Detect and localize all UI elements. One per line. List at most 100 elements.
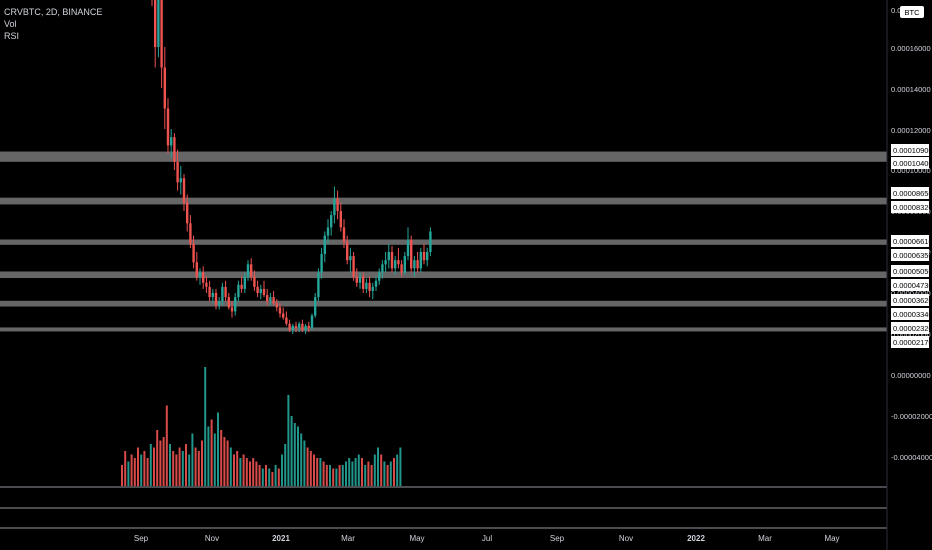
candle-body: [422, 252, 426, 261]
volume-indicator-label[interactable]: Vol: [4, 19, 17, 29]
time-tick-label[interactable]: Sep: [550, 534, 565, 543]
volume-bar: [191, 433, 194, 486]
volume-bar: [245, 458, 248, 486]
volume-bar: [165, 405, 168, 486]
level-labels: 0.00010900 0.00010400 0.00008650 0.00008320…: [891, 144, 932, 348]
volume-bar: [297, 426, 299, 486]
volume-bar: [370, 465, 373, 486]
candle-body: [288, 323, 291, 330]
level-label-box: [891, 336, 929, 348]
candle-body: [298, 323, 301, 328]
price-tick-label[interactable]: 0.00012000: [891, 126, 931, 135]
price-tick-label[interactable]: 0.00010000: [891, 166, 931, 175]
price-tick-label[interactable]: 0.00000000: [891, 371, 931, 380]
level-label-box: [891, 187, 929, 199]
volume-bar: [204, 367, 207, 486]
candle-body: [339, 211, 342, 228]
price-tick-label[interactable]: 0.00014000: [891, 85, 931, 94]
time-tick-label[interactable]: Sep: [134, 534, 149, 543]
volume-bar: [162, 437, 165, 486]
price-tick-label[interactable]: 0.00002000: [891, 330, 931, 339]
candle-body: [195, 262, 198, 277]
candle-body: [406, 239, 410, 257]
volume-bar: [268, 468, 271, 486]
candle-body: [307, 325, 310, 328]
volume-bar: [284, 444, 287, 486]
candle-body: [355, 276, 358, 283]
time-tick-label[interactable]: Nov: [205, 534, 219, 543]
volume-bar: [153, 447, 155, 486]
candle-body: [250, 264, 253, 277]
candle-body: [352, 256, 355, 277]
volume-bar: [329, 465, 331, 486]
volume-bar: [319, 458, 322, 486]
time-tick-label[interactable]: Nov: [619, 534, 633, 543]
time-tick-label[interactable]: May: [409, 534, 424, 543]
volume-bar: [290, 416, 293, 486]
volume-bar: [354, 458, 357, 486]
time-tick-label[interactable]: 2021: [272, 534, 290, 543]
volume-bar: [361, 458, 363, 486]
candle-body: [243, 276, 246, 289]
time-tick-label[interactable]: Jul: [482, 534, 492, 543]
candle-body: [214, 293, 218, 306]
level-zone-3: [0, 239, 887, 245]
volume-bar: [207, 426, 210, 486]
candle-body: [333, 198, 336, 216]
candle-body: [394, 260, 397, 269]
level-label-box: [891, 249, 929, 261]
volume-bar: [393, 458, 395, 486]
level-label-box: [891, 157, 929, 169]
candle-body: [419, 252, 422, 269]
candle-body: [371, 286, 374, 291]
time-axis[interactable]: Sep Nov 2021 Mar May Jul Sep Nov 2022 Mar May: [134, 534, 840, 543]
currency-badge-label: BTC: [905, 8, 921, 17]
candle-body: [262, 288, 266, 296]
candle-body: [413, 260, 416, 269]
candle-body: [400, 264, 403, 273]
candle-body: [230, 307, 234, 312]
volume-bar: [140, 454, 143, 486]
candle-body: [323, 235, 326, 255]
candle-body: [349, 256, 352, 261]
volume-bar: [389, 461, 392, 486]
level-label-upper: 0.00002320: [893, 324, 932, 333]
volume-bar: [386, 465, 389, 486]
symbol-title[interactable]: CRVBTC, 2D, BINANCE: [4, 7, 103, 17]
time-tick-label[interactable]: Mar: [341, 534, 355, 543]
level-label-lower: 0.00004730: [893, 281, 932, 290]
candle-body: [326, 227, 330, 236]
candle-body: [166, 108, 170, 146]
price-tick-label[interactable]: 0.00016000: [891, 44, 931, 53]
candle-body: [170, 137, 173, 146]
price-tick-label[interactable]: -0.00002000: [891, 412, 932, 421]
level-label-lower: 0.00002170: [893, 338, 932, 347]
time-tick-label[interactable]: 2022: [687, 534, 705, 543]
candle-body: [397, 260, 400, 265]
time-tick-label[interactable]: Mar: [758, 534, 772, 543]
level-label-lower: 0.00003340: [893, 310, 932, 319]
time-tick-label[interactable]: May: [824, 534, 839, 543]
volume-bar: [348, 458, 351, 486]
candle-body: [384, 260, 387, 265]
candle-body: [202, 272, 205, 283]
level-label-upper: 0.00003620: [893, 296, 932, 305]
candle-body: [304, 325, 307, 330]
volume-bar: [383, 461, 386, 486]
volume-bar: [146, 458, 149, 486]
rsi-indicator-label[interactable]: RSI: [4, 31, 20, 41]
candle-body: [278, 307, 282, 314]
candle-body: [317, 272, 320, 298]
price-tick-label[interactable]: 0.00004000: [891, 289, 931, 298]
volume-bar: [364, 465, 367, 486]
volume-bar: [332, 468, 335, 486]
price-tick-label[interactable]: -0.00004000: [891, 453, 932, 462]
level-label-upper: 0.00010900: [893, 146, 932, 155]
candle-body: [182, 178, 186, 203]
volume-bar: [217, 412, 219, 486]
candle-body: [157, 0, 160, 47]
volume-bar: [258, 465, 261, 486]
volume-bar: [210, 419, 213, 486]
volume-bar: [197, 451, 200, 486]
